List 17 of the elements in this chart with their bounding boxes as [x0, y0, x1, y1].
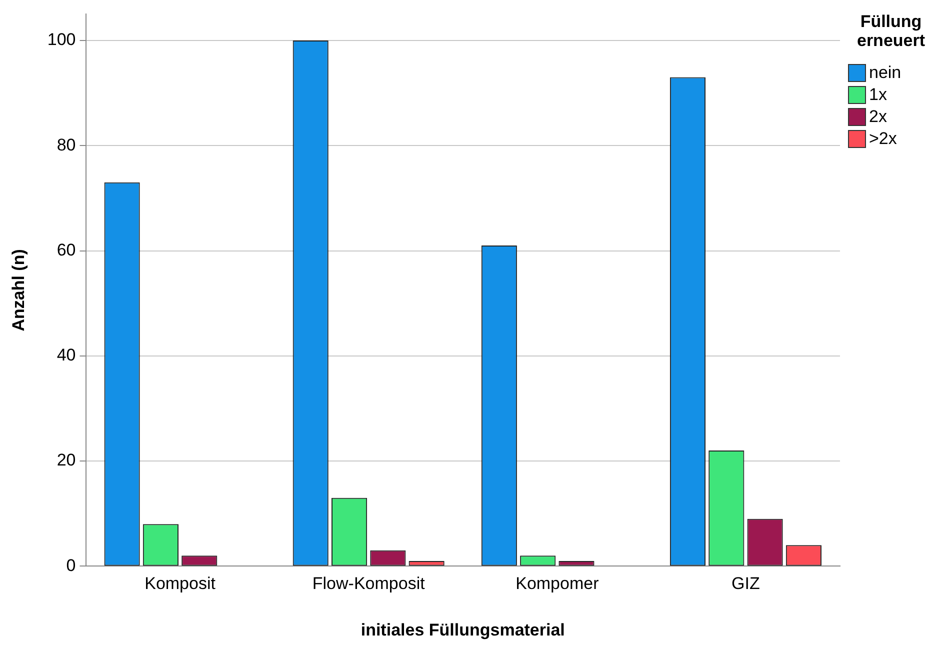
x-tick-label: GIZ [732, 574, 760, 594]
y-axis-title: Anzahl (n) [8, 249, 28, 332]
legend-label: 2x [869, 107, 887, 127]
legend-label: >2x [869, 129, 897, 149]
x-tick-label: Komposit [144, 574, 216, 594]
legend-label: nein [869, 63, 902, 83]
x-tick-label: Flow-Komposit [312, 574, 426, 594]
y-tick-label: 0 [66, 556, 76, 575]
x-tick-label: Kompomer [516, 574, 600, 594]
legend-label: 1x [869, 85, 887, 105]
y-tick-label: 40 [56, 346, 76, 365]
legend-title: Füllung erneuert [856, 12, 926, 50]
x-axis-title: initiales Füllungsmaterial [360, 620, 565, 640]
y-tick-label: 100 [47, 30, 76, 50]
y-tick-label: 20 [56, 450, 76, 470]
y-tick-label: 60 [56, 240, 76, 260]
y-tick-label: 80 [56, 135, 76, 154]
